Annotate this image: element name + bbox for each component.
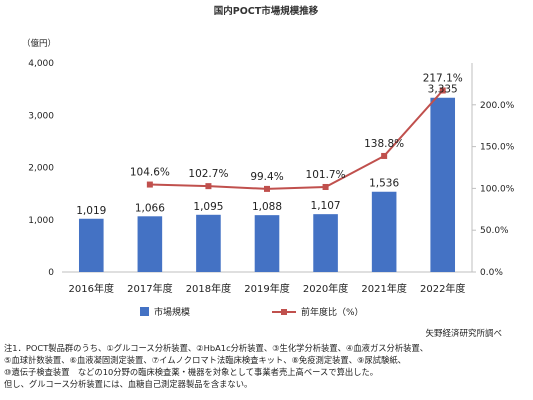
line-value-label: 102.7%: [188, 168, 228, 180]
bar: [196, 214, 221, 272]
line-marker: [264, 185, 270, 192]
line-marker: [439, 87, 446, 94]
line-marker: [205, 183, 212, 190]
legend-label-line: 前年度比（%）: [301, 306, 364, 318]
line-value-label: 138.8%: [364, 138, 404, 150]
bar-value-label: 1,066: [135, 202, 165, 214]
category-label: 2018年度: [186, 282, 231, 295]
category-label: 2017年度: [127, 282, 172, 295]
line-marker: [146, 181, 153, 188]
bar: [137, 216, 163, 272]
notes: 注1．POCT製品群のうち、①グルコース分析装置、②HbA1c分析装置、③生化学…: [4, 342, 529, 390]
line-value-label: 99.4%: [250, 171, 283, 183]
bar-series: [78, 97, 456, 272]
right-axis-tick-label: 100.0%: [480, 184, 515, 194]
note-line: ⑤血球計数装置、⑥血液凝固測定装置、⑦イムノクロマト法臨床検査キット、⑧免疫測定…: [4, 355, 406, 365]
bar-value-label: 1,095: [193, 201, 223, 213]
right-axis-tick-label: 50.0%: [480, 226, 509, 236]
category-label: 2016年度: [69, 282, 114, 295]
category-label: 2020年度: [303, 282, 348, 295]
left-axis-tick-label: 0: [48, 268, 54, 278]
legend-label-bar: 市場規模: [154, 306, 190, 318]
note-line: ⑩遺伝子検査装置 などの10分野の臨床検査薬・機器を対象として事業者売上高ベース…: [4, 367, 379, 377]
line-series: [146, 87, 446, 192]
bar: [371, 191, 397, 272]
bar-value-label: 1,019: [76, 205, 106, 217]
left-axis-unit: （億円）: [22, 38, 56, 49]
line-marker: [381, 152, 388, 159]
legend-swatch-bar: [140, 307, 149, 316]
note-line: 注1．POCT製品群のうち、①グルコース分析装置、②HbA1c分析装置、③生化学…: [4, 343, 429, 353]
legend: 市場規模 前年度比（%）: [140, 306, 364, 318]
data-labels: 1,019 1,066 1,095 1,088 1,107 1,536 3,335 104.6…: [76, 73, 462, 217]
source-label: 矢野経済研究所調べ: [425, 328, 502, 339]
left-axis-tick-label: 3,000: [28, 111, 54, 121]
bar-value-label: 3,335: [428, 84, 458, 96]
line-value-label: 104.6%: [130, 167, 170, 179]
bar: [313, 214, 338, 272]
bar: [78, 218, 104, 272]
category-label: 2021年度: [361, 282, 406, 295]
bar-value-label: 1,536: [369, 178, 399, 190]
category-label: 2019年度: [244, 282, 289, 295]
category-label: 2022年度: [420, 282, 465, 295]
left-axis-tick-label: 4,000: [28, 59, 54, 69]
right-axis-tick-label: 0.0%: [480, 268, 503, 278]
bar-value-label: 1,107: [311, 200, 341, 212]
line-path: [149, 89, 444, 190]
line-value-label: 101.7%: [306, 169, 346, 181]
bar-value-label: 1,088: [252, 201, 282, 213]
legend-swatch-marker: [281, 309, 287, 315]
chart-title: 国内POCT市場規模推移: [214, 5, 319, 17]
line-marker: [322, 183, 329, 190]
bar: [254, 215, 280, 272]
note-line: 但し、グルコース分析装置には、血糖自己測定器製品を含まない。: [4, 379, 253, 389]
left-axis-tick-label: 2,000: [28, 164, 54, 174]
axes: 0 1,000 2,000 3,000 4,000 0.0% 50.0% 100.0% 150.…: [28, 59, 515, 295]
line-value-label: 217.1%: [423, 73, 463, 85]
chart: 国内POCT市場規模推移 （億円） 01,0002,0003,0004,0000…: [22, 5, 515, 339]
right-axis-tick-label: 200.0%: [480, 101, 515, 111]
left-axis-tick-label: 1,000: [28, 216, 54, 226]
right-axis-tick-label: 150.0%: [480, 143, 515, 153]
bar: [430, 97, 456, 272]
